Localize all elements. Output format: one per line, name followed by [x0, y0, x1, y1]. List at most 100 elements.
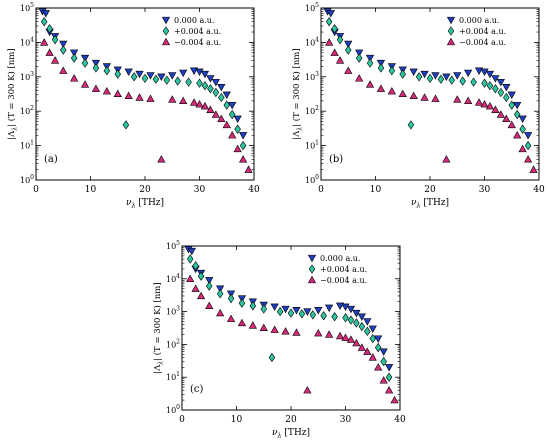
data-point: [431, 94, 440, 102]
data-point: [179, 69, 188, 78]
data-point: [228, 109, 236, 120]
data-point: [146, 94, 155, 102]
data-point: [196, 78, 203, 88]
data-point: [357, 343, 366, 351]
legend-label: 0.000 a.u.: [174, 16, 214, 25]
data-point: [384, 386, 394, 394]
data-point: [341, 333, 350, 341]
data-point: [249, 301, 257, 311]
data-point: [228, 131, 237, 139]
data-point: [237, 318, 247, 327]
data-point: [228, 101, 237, 110]
data-point: [233, 115, 242, 124]
data-point: [431, 72, 440, 80]
data-point: [314, 328, 323, 337]
data-point: [374, 363, 383, 371]
data-point: [368, 353, 377, 361]
data-point: [492, 84, 499, 94]
data-point: [268, 352, 276, 363]
data-point: [376, 84, 386, 92]
data-point: [102, 87, 111, 95]
data-point: [464, 69, 473, 78]
data-point: [281, 327, 290, 335]
x-axis-label: νλ [THz]: [272, 428, 310, 440]
x-tick-label: 40: [533, 185, 545, 195]
data-point: [377, 63, 385, 73]
data-point: [80, 80, 90, 88]
x-tick-label: 10: [85, 185, 97, 195]
data-point: [217, 114, 226, 123]
data-point: [513, 109, 521, 120]
data-point: [70, 74, 79, 82]
data-point: [59, 66, 68, 74]
legend-label: +0.004 a.u.: [459, 27, 506, 36]
data-point: [270, 303, 279, 312]
data-point: [344, 66, 353, 74]
x-tick-label: 30: [479, 185, 491, 195]
data-point: [197, 271, 205, 281]
data-point: [141, 73, 149, 84]
legend: 0.000 a.u. +0.004 a.u. −0.004 a.u.: [446, 16, 506, 47]
data-point: [363, 347, 372, 355]
data-point: [325, 17, 333, 27]
data-point: [40, 38, 49, 46]
data-point: [201, 81, 209, 91]
data-point: [388, 66, 396, 76]
data-point: [529, 165, 538, 173]
data-point: [399, 69, 406, 79]
x-tick-label: 10: [231, 415, 243, 425]
data-point: [259, 323, 268, 332]
legend-marker: [162, 26, 170, 36]
legend-marker: [446, 16, 456, 25]
data-point: [380, 356, 387, 367]
data-point: [260, 304, 267, 314]
data-point: [205, 277, 214, 285]
data-point: [195, 99, 204, 108]
data-point: [189, 67, 199, 75]
series-2: [325, 38, 538, 173]
data-point: [353, 318, 360, 328]
data-point: [448, 75, 456, 85]
data-point: [347, 315, 355, 325]
data-point: [325, 304, 334, 313]
data-point: [292, 328, 301, 336]
data-point: [409, 91, 418, 99]
y-tick-label: 102: [305, 105, 319, 116]
data-point: [206, 75, 215, 83]
data-point: [442, 155, 451, 163]
data-point: [186, 254, 194, 264]
data-point: [314, 307, 323, 315]
legend-label: −0.004 a.u.: [320, 276, 367, 285]
data-point: [287, 308, 295, 318]
data-point: [335, 331, 345, 340]
y-tick-label: 100: [20, 174, 34, 185]
series-2: [186, 274, 399, 404]
plot-area: [184, 246, 399, 404]
data-point: [442, 73, 451, 82]
data-point: [45, 48, 54, 56]
data-point: [491, 75, 500, 83]
data-point: [496, 78, 505, 87]
data-point: [51, 35, 59, 45]
data-point: [336, 35, 344, 45]
data-point: [238, 132, 248, 140]
x-tick-label: 10: [370, 185, 382, 195]
data-point: [168, 72, 177, 80]
data-point: [189, 98, 199, 106]
data-point: [303, 308, 312, 316]
data-point: [218, 92, 225, 103]
data-point: [238, 298, 246, 308]
legend-label: −0.004 a.u.: [174, 38, 221, 47]
data-point: [331, 312, 338, 322]
data-point: [226, 314, 236, 323]
data-point: [223, 100, 230, 110]
legend: 0.000 a.u. +0.004 a.u. −0.004 a.u.: [161, 16, 221, 47]
data-point: [364, 326, 371, 337]
data-point: [157, 73, 166, 82]
data-point: [179, 96, 188, 105]
y-tick-label: 102: [166, 338, 180, 349]
data-point: [474, 67, 484, 75]
legend-marker: [307, 254, 317, 263]
data-point: [211, 78, 220, 87]
data-point: [186, 274, 195, 282]
